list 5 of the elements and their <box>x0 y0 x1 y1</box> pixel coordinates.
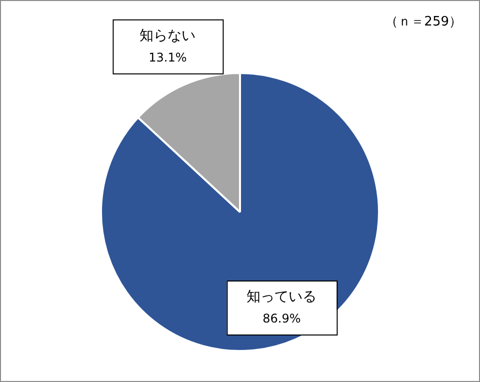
slice-label: 知っている <box>246 289 317 306</box>
text: （ｎ＝259） <box>385 14 462 30</box>
slice-label: 知らない <box>140 28 196 44</box>
data-label: 13.1% <box>148 50 187 65</box>
data-label: 86.9% <box>262 312 301 326</box>
